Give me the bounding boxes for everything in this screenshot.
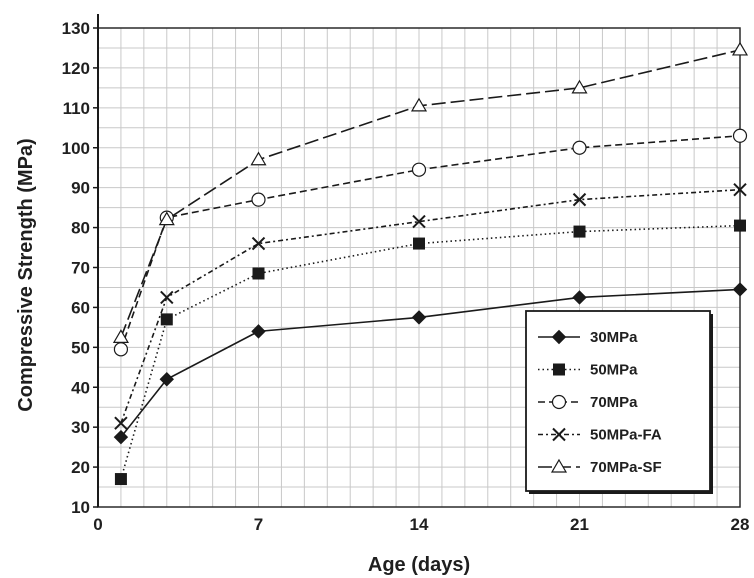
data-point xyxy=(160,290,174,305)
legend-label: 70MPa-SF xyxy=(590,459,662,476)
data-point xyxy=(572,140,587,155)
y-tick-label: 80 xyxy=(71,219,90,238)
legend-label: 70MPa xyxy=(590,394,638,411)
y-tick-label: 70 xyxy=(71,259,90,278)
x-tick-label: 14 xyxy=(410,515,429,534)
legend-marker xyxy=(551,329,567,345)
data-point xyxy=(113,342,129,357)
y-tick-label: 60 xyxy=(71,298,90,317)
data-point xyxy=(573,225,586,238)
x-tick-label: 7 xyxy=(254,515,263,534)
y-tick-label: 130 xyxy=(62,19,90,38)
data-point xyxy=(732,282,748,297)
y-tick-label: 20 xyxy=(71,458,90,477)
legend: 30MPa 50MPa 70MPa 50MPa-FA 70MPa-SF xyxy=(525,310,713,494)
series-line xyxy=(120,49,741,338)
y-tick-label: 110 xyxy=(63,99,90,118)
series-line xyxy=(120,288,741,438)
data-point xyxy=(571,79,588,94)
data-point xyxy=(412,214,426,229)
legend-marker xyxy=(553,363,565,376)
data-point xyxy=(113,429,129,445)
data-point xyxy=(114,416,128,430)
legend-marker xyxy=(550,458,568,473)
y-axis-title: Compressive Strength (MPa) xyxy=(15,138,37,411)
data-point xyxy=(251,236,266,251)
data-point xyxy=(159,372,174,387)
y-tick-label: 90 xyxy=(71,179,90,198)
y-tick-label: 30 xyxy=(71,418,90,437)
data-point xyxy=(251,324,266,339)
legend-marker xyxy=(551,394,567,410)
ticks-layer: 10 20 30 40 50 60 70 80 90 100 110 120 130 0 7 14 21 28 xyxy=(62,19,750,534)
y-tick-label: 100 xyxy=(62,139,90,158)
x-axis-title: Age (days) xyxy=(368,554,470,576)
series-50MPa-FA xyxy=(114,182,747,430)
x-tick-label: 28 xyxy=(731,515,750,534)
legend-label: 50MPa xyxy=(590,362,638,379)
data-point xyxy=(160,313,173,326)
data-point xyxy=(251,192,266,207)
data-point xyxy=(411,162,427,177)
data-point xyxy=(734,219,746,232)
y-tick-label: 10 xyxy=(71,498,90,517)
series-70MPa-SF xyxy=(112,41,749,343)
series-line xyxy=(120,188,741,424)
data-point xyxy=(411,310,427,325)
x-tick-label: 0 xyxy=(93,515,102,534)
legend-label: 30MPa xyxy=(590,329,638,346)
series-50MPa xyxy=(114,219,746,486)
data-point xyxy=(413,237,425,250)
legend-marker xyxy=(552,427,566,442)
legend-label: 50MPa-FA xyxy=(590,427,662,444)
series-30MPa xyxy=(113,282,748,445)
data-point xyxy=(731,41,749,56)
x-tick-label: 21 xyxy=(570,515,589,534)
data-point xyxy=(732,128,748,143)
data-point xyxy=(572,192,587,207)
data-point xyxy=(572,290,587,305)
data-point xyxy=(252,267,265,280)
data-point xyxy=(114,473,127,486)
data-point xyxy=(410,97,428,112)
series-layer xyxy=(112,41,749,486)
y-tick-label: 50 xyxy=(71,338,90,357)
data-point xyxy=(112,329,129,343)
y-tick-label: 120 xyxy=(62,59,90,78)
y-tick-label: 40 xyxy=(71,378,90,397)
data-point xyxy=(250,151,267,166)
data-point xyxy=(158,211,175,226)
data-point xyxy=(733,182,747,197)
